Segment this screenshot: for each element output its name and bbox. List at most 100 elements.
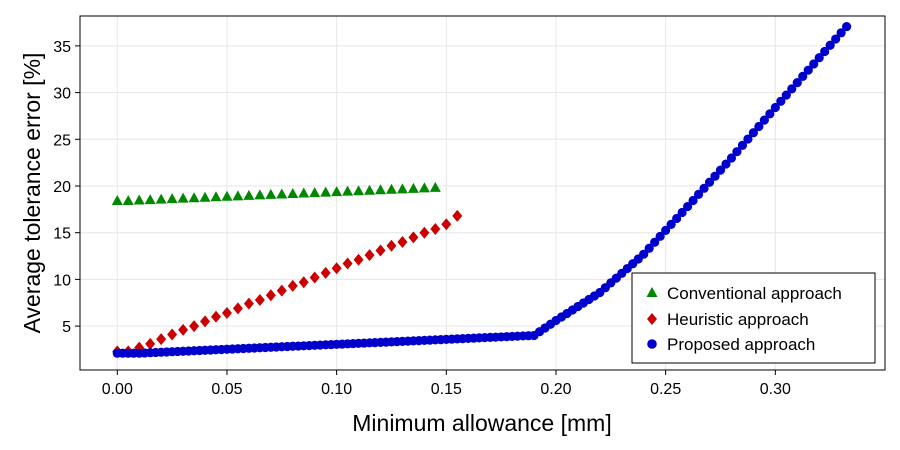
data-point-triangle bbox=[364, 184, 376, 195]
data-point-diamond bbox=[364, 249, 375, 262]
x-tick-label: 0.10 bbox=[321, 381, 352, 398]
data-point-diamond bbox=[254, 293, 265, 306]
series-proposed bbox=[112, 21, 852, 358]
series-heuristic bbox=[112, 209, 463, 358]
x-tick-label: 0.05 bbox=[211, 381, 242, 398]
data-point-circle bbox=[770, 102, 780, 113]
data-point-circle bbox=[726, 153, 737, 163]
data-point-circle bbox=[644, 243, 654, 253]
data-point-circle bbox=[836, 28, 846, 38]
legend-marker-heuristic bbox=[647, 313, 657, 325]
data-point-diamond bbox=[265, 289, 276, 302]
legend-label-heuristic: Heuristic approach bbox=[667, 310, 809, 329]
y-tick-label: 10 bbox=[53, 272, 71, 289]
data-point-triangle bbox=[320, 186, 332, 197]
data-point-triangle bbox=[331, 186, 343, 197]
data-point-triangle bbox=[298, 187, 310, 198]
data-point-triangle bbox=[396, 183, 408, 194]
legend-marker-conventional bbox=[646, 287, 658, 297]
data-point-circle bbox=[661, 225, 671, 235]
data-point-triangle bbox=[111, 195, 123, 206]
data-point-diamond bbox=[375, 244, 386, 257]
data-point-triangle bbox=[385, 183, 397, 194]
data-point-triangle bbox=[133, 194, 145, 205]
data-point-triangle bbox=[166, 193, 178, 204]
legend-marker-proposed bbox=[647, 339, 657, 349]
data-point-circle bbox=[710, 171, 720, 181]
data-point-triangle bbox=[407, 182, 419, 193]
data-point-diamond bbox=[156, 333, 167, 346]
data-point-triangle bbox=[155, 193, 167, 204]
data-point-diamond bbox=[287, 279, 298, 292]
data-point-triangle bbox=[232, 190, 244, 201]
plot-frame bbox=[79, 15, 886, 371]
data-point-diamond bbox=[452, 209, 463, 222]
data-point-diamond bbox=[419, 226, 430, 239]
data-point-circle bbox=[809, 59, 819, 69]
data-point-diamond bbox=[221, 307, 232, 320]
data-point-circle bbox=[792, 78, 802, 88]
y-tick-label: 15 bbox=[53, 226, 71, 243]
data-point-triangle bbox=[287, 188, 299, 198]
data-point-diamond bbox=[331, 262, 342, 275]
data-point-triangle bbox=[177, 192, 189, 203]
data-point-circle bbox=[765, 109, 775, 119]
data-point-circle bbox=[743, 134, 753, 144]
data-point-triangle bbox=[418, 182, 430, 193]
data-point-circle bbox=[704, 177, 715, 187]
data-point-circle bbox=[825, 40, 835, 50]
data-point-circle bbox=[814, 53, 824, 63]
data-point-circle bbox=[776, 96, 786, 106]
data-point-triangle bbox=[429, 181, 441, 192]
y-tick-label: 25 bbox=[53, 132, 71, 149]
data-point-circle bbox=[803, 65, 813, 75]
data-point-diamond bbox=[232, 302, 243, 315]
data-point-triangle bbox=[375, 184, 387, 195]
x-tick-label: 0.15 bbox=[431, 381, 462, 398]
data-point-circle bbox=[748, 128, 758, 138]
data-point-diamond bbox=[342, 257, 353, 270]
data-point-circle bbox=[639, 249, 649, 259]
data-point-triangle bbox=[309, 187, 321, 198]
x-tick-label: 0.20 bbox=[540, 381, 571, 398]
legend-box bbox=[631, 272, 876, 364]
data-point-triangle bbox=[353, 185, 365, 196]
data-point-triangle bbox=[243, 189, 255, 200]
data-point-triangle bbox=[265, 188, 277, 199]
data-point-diamond bbox=[408, 231, 419, 244]
data-point-diamond bbox=[178, 323, 189, 336]
data-point-circle bbox=[666, 219, 676, 230]
data-point-circle bbox=[754, 121, 764, 132]
data-point-triangle bbox=[122, 195, 134, 206]
y-tick-label: 30 bbox=[53, 86, 71, 103]
y-tick-label: 5 bbox=[62, 319, 71, 336]
data-point-circle bbox=[798, 71, 808, 82]
data-point-diamond bbox=[430, 222, 441, 235]
data-point-circle bbox=[781, 90, 791, 100]
data-point-triangle bbox=[144, 194, 156, 205]
data-point-circle bbox=[677, 207, 687, 218]
grid bbox=[80, 16, 885, 370]
data-point-circle bbox=[787, 84, 797, 94]
data-point-diamond bbox=[189, 320, 200, 333]
data-point-triangle bbox=[199, 191, 211, 202]
legend-label-conventional: Conventional approach bbox=[667, 284, 842, 303]
data-point-circle bbox=[650, 237, 660, 247]
data-point-circle bbox=[759, 115, 769, 125]
x-tick-label: 0.00 bbox=[102, 381, 133, 398]
axis-ticks: 0.00 0.05 0.10 0.15 0.20 0.25 0.30 5 10 15 20 25 30 3… bbox=[53, 39, 791, 398]
data-point-diamond bbox=[145, 337, 156, 350]
data-point-triangle bbox=[276, 188, 288, 199]
data-point-diamond bbox=[167, 328, 178, 341]
data-point-circle bbox=[672, 213, 682, 224]
y-tick-label: 35 bbox=[53, 39, 71, 56]
data-point-circle bbox=[842, 21, 852, 32]
data-point-circle bbox=[655, 231, 665, 241]
data-point-circle bbox=[693, 189, 704, 200]
data-point-triangle bbox=[221, 190, 233, 201]
x-axis-title: Minimum allowance [mm] bbox=[352, 410, 611, 436]
plot-marks bbox=[111, 21, 852, 358]
data-point-circle bbox=[721, 159, 731, 169]
x-tick-label: 0.25 bbox=[650, 381, 681, 398]
